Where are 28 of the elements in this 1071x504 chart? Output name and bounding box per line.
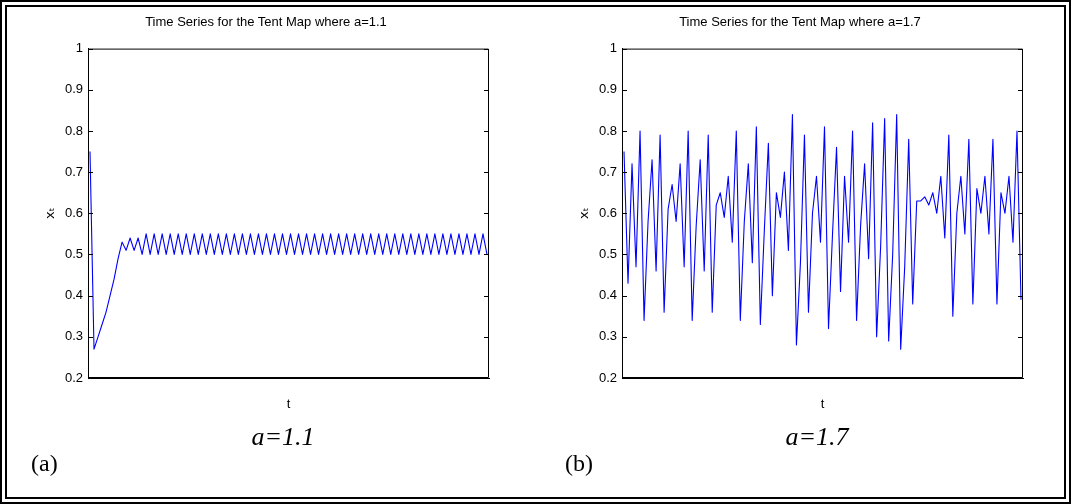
- y-tick-label: 0.2: [64, 369, 83, 385]
- x-axis-title: t: [286, 395, 291, 411]
- y-tick-label: 0.5: [64, 246, 83, 262]
- y-axis-title: xₜ: [42, 207, 58, 220]
- y-tick-label: 0.8: [598, 122, 617, 138]
- y-tick-label: 1: [75, 40, 83, 56]
- y-tick-label: 1: [609, 40, 617, 56]
- y-tick-label: 0.4: [598, 287, 617, 303]
- y-tick-label: 0.7: [598, 163, 617, 179]
- y-tick-label: 0.6: [598, 204, 617, 220]
- y-tick-label: 0.6: [64, 204, 83, 220]
- chart-title: Time Series for the Tent Map where a=1.7: [679, 14, 921, 30]
- chart-title: Time Series for the Tent Map where a=1.1: [145, 14, 387, 30]
- y-tick-label: 0.4: [64, 287, 83, 303]
- y-tick-label: 0.2: [598, 369, 617, 385]
- y-tick-label: 0.8: [64, 122, 83, 138]
- y-tick-label: 0.9: [64, 81, 83, 97]
- y-tick-label: 0.5: [598, 246, 617, 262]
- text: (a): [31, 450, 58, 477]
- y-tick-label: 0.3: [598, 328, 617, 344]
- y-axis-title: xₜ: [576, 207, 592, 220]
- y-tick-label: 0.9: [598, 81, 617, 97]
- text: a=1.1: [250, 422, 316, 452]
- y-tick-label: 0.7: [64, 163, 83, 179]
- x-axis-title: t: [820, 395, 825, 411]
- text: (b): [565, 450, 593, 477]
- y-tick-label: 0.3: [64, 328, 83, 344]
- text: a=1.7: [784, 422, 851, 452]
